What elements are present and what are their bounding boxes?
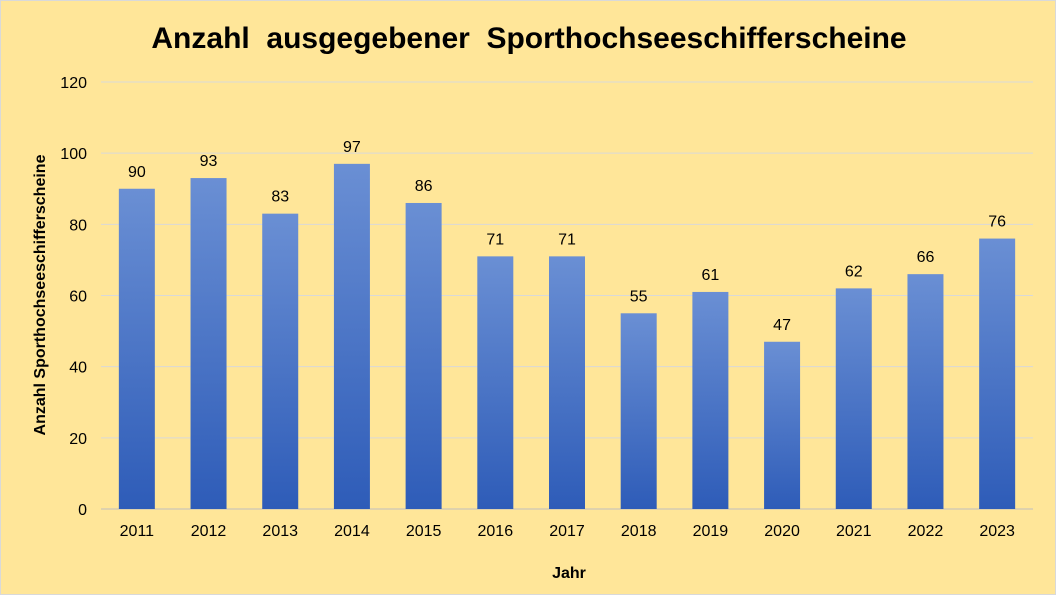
x-axis-ticks: 2011 2012 2013 2014 2015 2016 2017 2018 2019 2020… — [120, 523, 1015, 540]
bars — [118, 163, 1016, 510]
bar-2022 — [907, 274, 944, 509]
bar-2015 — [405, 202, 442, 509]
data-label-2019: 61 — [701, 267, 719, 284]
y-tick-label: 40 — [69, 360, 87, 377]
bar-2023 — [979, 238, 1016, 510]
bar-2021 — [835, 288, 872, 509]
x-tick-label: 2022 — [908, 523, 944, 540]
data-label-2016: 71 — [486, 231, 504, 248]
y-tick-label: 20 — [69, 431, 87, 448]
x-tick-label: 2013 — [262, 523, 298, 540]
y-tick-label: 0 — [78, 502, 87, 519]
data-label-2013: 83 — [271, 189, 289, 206]
x-axis-title: Jahr — [552, 565, 586, 582]
data-label-2011: 90 — [128, 164, 146, 181]
x-tick-label: 2023 — [979, 523, 1015, 540]
bar-2018 — [620, 313, 657, 509]
x-tick-label: 2012 — [191, 523, 227, 540]
y-axis-ticks: 0 20 40 60 80 100 120 — [60, 75, 87, 519]
y-tick-label: 80 — [69, 217, 87, 234]
bar-2012 — [190, 178, 227, 509]
x-tick-label: 2017 — [549, 523, 585, 540]
x-tick-label: 2021 — [836, 523, 872, 540]
y-tick-label: 60 — [69, 289, 87, 306]
y-tick-label: 100 — [60, 146, 87, 163]
data-label-2017: 71 — [558, 231, 576, 248]
data-label-2018: 55 — [630, 288, 648, 305]
data-label-2014: 97 — [343, 139, 361, 156]
x-tick-label: 2016 — [478, 523, 514, 540]
bar-2017 — [549, 256, 585, 509]
y-axis-title: Anzahl Sporthochseeschifferscheine — [32, 154, 49, 435]
bar-2014 — [333, 163, 370, 509]
x-tick-label: 2014 — [334, 523, 370, 540]
bar-2020 — [764, 341, 801, 509]
data-label-2020: 47 — [773, 317, 791, 334]
data-label-2015: 86 — [415, 178, 433, 195]
data-label-2023: 76 — [988, 214, 1006, 231]
data-labels: 90 93 83 97 86 71 71 55 61 47 62 66 76 — [128, 139, 1006, 334]
bar-2013 — [262, 213, 299, 510]
data-label-2022: 66 — [917, 249, 935, 266]
chart-title: Anzahl ausgegebener Sporthochseeschiffer… — [151, 22, 906, 55]
y-tick-label: 120 — [60, 75, 87, 92]
bar-2019 — [692, 291, 729, 509]
bar-2016 — [477, 256, 514, 509]
x-tick-label: 2015 — [406, 523, 442, 540]
data-label-2012: 93 — [200, 153, 218, 170]
data-label-2021: 62 — [845, 263, 863, 280]
bar-2011 — [118, 188, 155, 509]
x-tick-label: 2020 — [764, 523, 800, 540]
x-tick-label: 2011 — [120, 523, 155, 540]
x-tick-label: 2018 — [621, 523, 657, 540]
x-tick-label: 2019 — [693, 523, 729, 540]
